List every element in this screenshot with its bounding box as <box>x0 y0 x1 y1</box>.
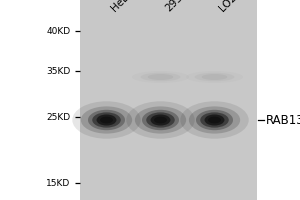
Ellipse shape <box>200 112 229 128</box>
Ellipse shape <box>92 112 121 128</box>
Ellipse shape <box>88 110 125 130</box>
Ellipse shape <box>186 71 243 83</box>
Ellipse shape <box>100 117 113 123</box>
Ellipse shape <box>135 106 186 134</box>
Ellipse shape <box>72 101 141 139</box>
Ellipse shape <box>142 110 179 130</box>
Text: 35KD: 35KD <box>46 66 70 75</box>
Text: 25KD: 25KD <box>46 112 70 121</box>
FancyBboxPatch shape <box>80 0 256 200</box>
Ellipse shape <box>205 114 224 126</box>
Ellipse shape <box>81 106 132 134</box>
Ellipse shape <box>196 110 233 130</box>
Ellipse shape <box>132 71 189 83</box>
Ellipse shape <box>195 73 235 81</box>
Ellipse shape <box>180 101 249 139</box>
Ellipse shape <box>208 117 221 123</box>
Text: RAB13: RAB13 <box>266 114 300 127</box>
Ellipse shape <box>189 106 240 134</box>
Ellipse shape <box>141 73 181 81</box>
Text: 40KD: 40KD <box>46 26 70 36</box>
Text: 15KD: 15KD <box>46 178 70 188</box>
Text: 293T: 293T <box>164 0 189 13</box>
Text: HeLa: HeLa <box>110 0 135 13</box>
Ellipse shape <box>126 101 195 139</box>
Ellipse shape <box>148 74 173 80</box>
Text: LO2: LO2 <box>218 0 239 13</box>
Ellipse shape <box>202 74 227 80</box>
Ellipse shape <box>97 114 116 126</box>
Ellipse shape <box>154 117 167 123</box>
Ellipse shape <box>146 112 175 128</box>
Ellipse shape <box>151 114 170 126</box>
